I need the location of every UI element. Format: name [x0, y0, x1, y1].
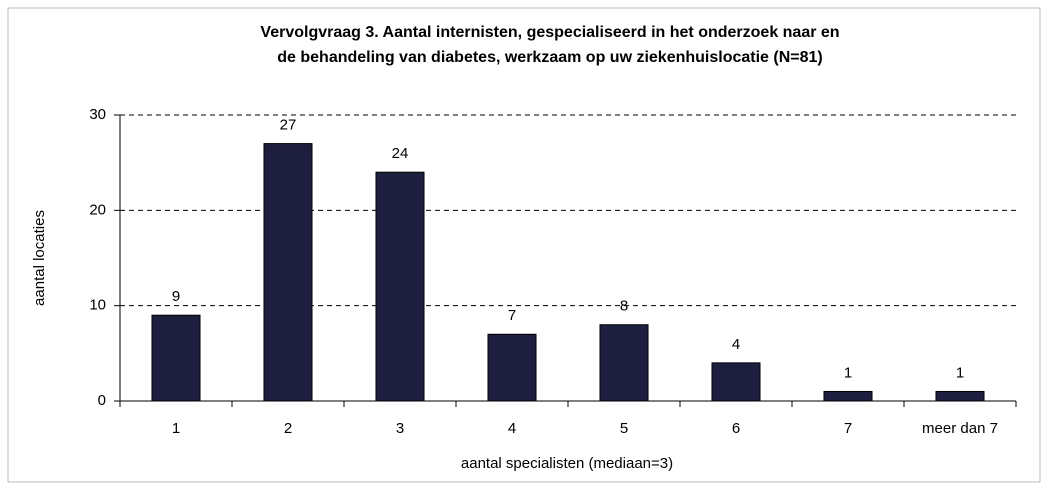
y-tick-label: 10 [89, 297, 106, 314]
y-axis-label: aantal locaties [31, 210, 48, 306]
data-label: 24 [392, 145, 409, 162]
data-label: 1 [844, 364, 852, 381]
bar [375, 171, 425, 402]
data-label: 8 [620, 298, 628, 315]
x-tick-label: 4 [508, 420, 516, 437]
y-tick-label: 30 [89, 106, 106, 123]
x-tick-label: 7 [844, 420, 852, 437]
x-tick-label: 5 [620, 420, 628, 437]
bar [823, 390, 873, 402]
bar [487, 333, 537, 402]
y-tick-label: 0 [98, 392, 106, 409]
data-label: 1 [956, 364, 964, 381]
y-tick-label: 20 [89, 201, 106, 218]
data-label: 7 [508, 307, 516, 324]
bar [263, 143, 313, 402]
x-axis-label: aantal specialisten (mediaan=3) [461, 455, 673, 472]
bar [935, 390, 985, 402]
bar [599, 324, 649, 402]
bar [711, 362, 761, 402]
x-tick-label: 1 [172, 420, 180, 437]
bar [151, 314, 201, 402]
x-tick-label: meer dan 7 [922, 420, 998, 437]
x-tick-label: 2 [284, 420, 292, 437]
x-tick-label: 3 [396, 420, 404, 437]
data-label: 27 [280, 117, 297, 134]
x-tick-label: 6 [732, 420, 740, 437]
chart-title: de behandeling van diabetes, werkzaam op… [277, 49, 823, 66]
data-label: 9 [172, 288, 180, 305]
data-label: 4 [732, 336, 740, 353]
chart-title: Vervolgvraag 3. Aantal internisten, gesp… [260, 24, 839, 41]
chart-frame [7, 7, 1041, 483]
